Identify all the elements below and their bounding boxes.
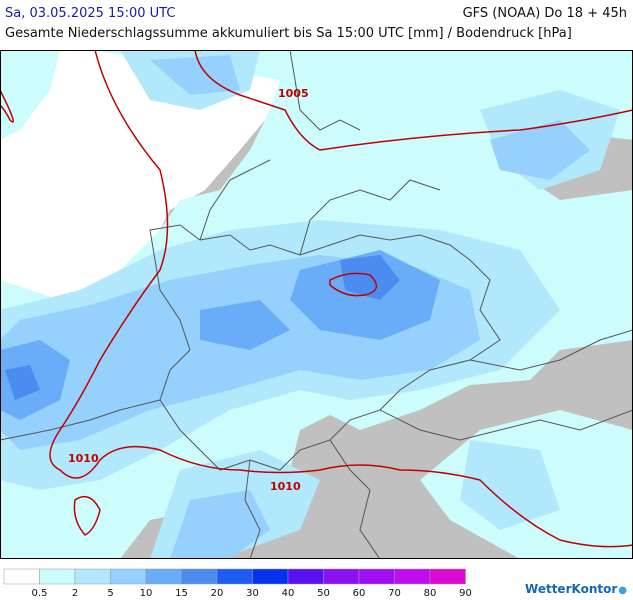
legend-label: 2 — [72, 588, 78, 599]
country-borders — [0, 50, 633, 559]
isobar-lines — [0, 50, 633, 548]
legend-swatch — [181, 568, 218, 585]
legend-label: 0.5 — [32, 588, 48, 599]
brand-name: WetterKontor — [525, 582, 618, 596]
north-sea — [0, 50, 290, 305]
brand-logo: WetterKontor● — [525, 582, 627, 596]
map-title: Gesamte Niederschlagssumme akkumuliert b… — [5, 26, 572, 41]
legend-swatch — [3, 568, 40, 585]
isobar-label-1010: 1010 — [68, 452, 99, 465]
legend-swatch — [287, 568, 324, 585]
legend-label: 80 — [424, 588, 437, 599]
legend-swatch — [39, 568, 76, 585]
legend-label: 10 — [140, 588, 153, 599]
legend-label: 40 — [282, 588, 295, 599]
precipitation-legend: 0.5 2 5 10 15 20 30 40 50 60 70 80 90 — [3, 568, 472, 599]
isobar-label-1010: 1010 — [270, 480, 301, 493]
legend-swatch — [74, 568, 111, 585]
legend-swatch — [145, 568, 182, 585]
map-date: Sa, 03.05.2025 15:00 UTC — [5, 6, 176, 21]
legend-swatch — [110, 568, 147, 585]
legend-label: 5 — [107, 588, 113, 599]
legend-swatch — [252, 568, 289, 585]
legend-label: 70 — [388, 588, 401, 599]
isobar-label-1005: 1005 — [278, 87, 309, 100]
precip-area-20mm — [340, 255, 400, 300]
legend-label: 15 — [175, 588, 188, 599]
legend-label: 90 — [459, 588, 472, 599]
legend-label: 60 — [353, 588, 366, 599]
legend-swatch — [394, 568, 431, 585]
legend-swatch — [429, 568, 466, 585]
brand-icon: ● — [618, 585, 627, 596]
model-run: GFS (NOAA) Do 18 + 45h — [462, 6, 627, 21]
legend-swatch — [216, 568, 253, 585]
legend-label: 50 — [317, 588, 330, 599]
precipitation-map: 1005 1010 1010 — [0, 50, 633, 559]
legend-swatch — [323, 568, 360, 585]
legend-label: 30 — [246, 588, 259, 599]
legend-label: 20 — [211, 588, 224, 599]
legend-swatch — [358, 568, 395, 585]
